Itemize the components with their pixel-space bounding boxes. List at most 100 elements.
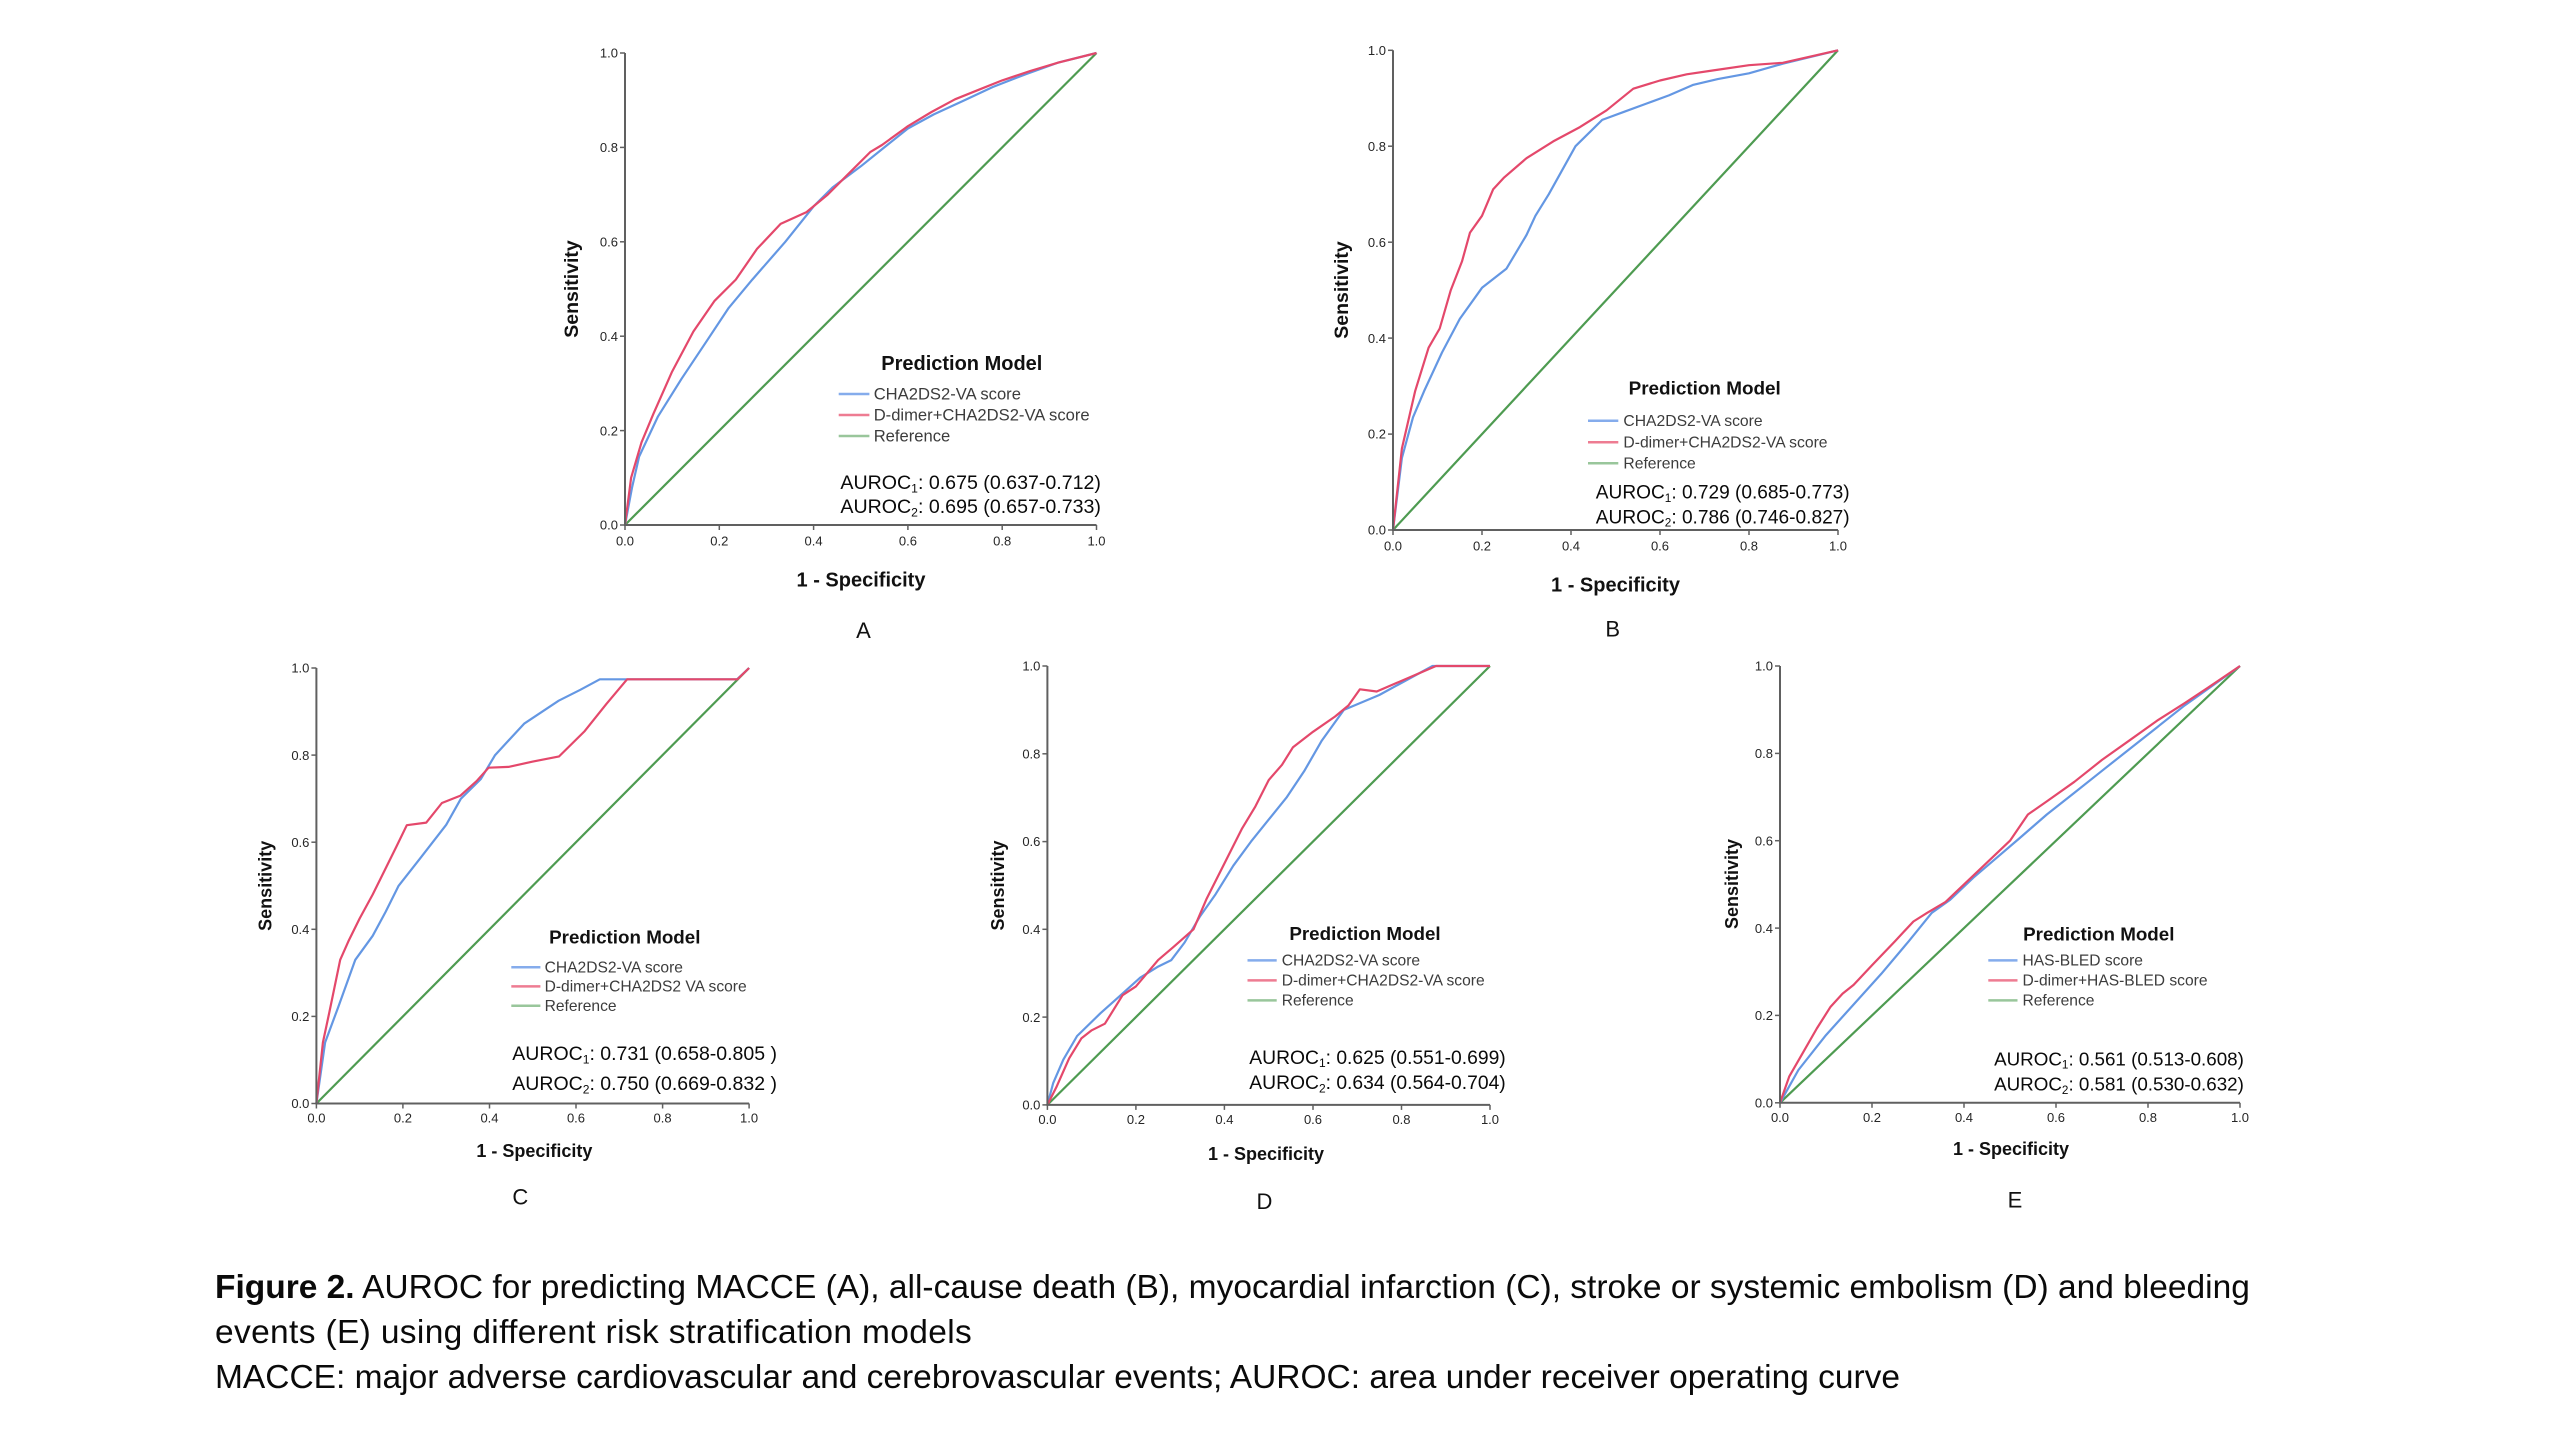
svg-text:D: D [1257,1189,1273,1214]
svg-text:Reference: Reference [2023,993,2095,1010]
svg-text:0.0: 0.0 [600,518,618,533]
svg-text:D-dimer+CHA2DS2-VA score: D-dimer+CHA2DS2-VA score [1623,435,1827,452]
svg-text:0.6: 0.6 [1368,235,1386,250]
svg-text:AUROC2: 0.750 (0.669-0.832 ): AUROC2: 0.750 (0.669-0.832 ) [512,1073,777,1096]
svg-text:AUROC2: 0.634 (0.564-0.704): AUROC2: 0.634 (0.564-0.704) [1249,1073,1505,1095]
svg-text:AUROC1: 0.625 (0.551-0.699): AUROC1: 0.625 (0.551-0.699) [1249,1048,1505,1070]
svg-text:Prediction Model: Prediction Model [1629,379,1781,400]
svg-text:CHA2DS2-VA score: CHA2DS2-VA score [1623,413,1762,430]
svg-text:events (E) using different ris: events (E) using different risk stratifi… [215,1314,972,1351]
svg-text:1.0: 1.0 [1087,534,1105,549]
svg-text:AUROC2: 0.786 (0.746-0.827): AUROC2: 0.786 (0.746-0.827) [1596,507,1850,529]
svg-text:B: B [1605,616,1620,641]
svg-text:CHA2DS2-VA score: CHA2DS2-VA score [545,959,683,976]
svg-text:Figure 2. AUROC for predicting: Figure 2. AUROC for predicting MACCE (A)… [215,1269,2250,1306]
svg-text:0.6: 0.6 [1651,539,1669,554]
svg-text:1.0: 1.0 [2231,1110,2249,1125]
svg-text:0.8: 0.8 [600,140,618,155]
svg-text:0.0: 0.0 [1022,1098,1040,1113]
svg-text:C: C [512,1184,528,1209]
svg-text:Prediction Model: Prediction Model [881,353,1042,375]
svg-text:0.2: 0.2 [1863,1110,1881,1125]
svg-text:D-dimer+CHA2DS2-VA score: D-dimer+CHA2DS2-VA score [1282,973,1485,990]
svg-text:A: A [856,618,871,643]
svg-text:Sensitivity: Sensitivity [561,240,583,338]
svg-text:1 - Specificity: 1 - Specificity [797,570,927,592]
svg-text:0.0: 0.0 [1384,539,1402,554]
svg-text:0.4: 0.4 [480,1111,498,1126]
svg-text:1.0: 1.0 [291,661,309,676]
svg-text:Sensitivity: Sensitivity [1722,839,1742,929]
svg-text:0.4: 0.4 [600,329,618,344]
svg-text:MACCE: major adverse cardiovas: MACCE: major adverse cardiovascular and … [215,1359,1900,1396]
svg-text:1 - Specificity: 1 - Specificity [1551,575,1681,597]
svg-text:0.8: 0.8 [2139,1110,2157,1125]
svg-text:0.2: 0.2 [710,534,728,549]
svg-text:0.4: 0.4 [805,534,823,549]
svg-text:0.2: 0.2 [1127,1112,1145,1127]
svg-text:1 - Specificity: 1 - Specificity [476,1141,592,1161]
svg-text:0.2: 0.2 [1368,427,1386,442]
svg-text:1 - Specificity: 1 - Specificity [1208,1144,1324,1164]
svg-text:Sensitivity: Sensitivity [256,841,276,931]
svg-text:0.6: 0.6 [1022,834,1040,849]
svg-text:0.4: 0.4 [1562,539,1580,554]
svg-text:0.8: 0.8 [1755,746,1773,761]
svg-text:0.6: 0.6 [899,534,917,549]
svg-text:0.6: 0.6 [567,1111,585,1126]
svg-text:0.2: 0.2 [1022,1010,1040,1025]
svg-text:0.0: 0.0 [1038,1112,1056,1127]
svg-text:0.8: 0.8 [1368,139,1386,154]
svg-text:0.8: 0.8 [654,1111,672,1126]
svg-text:0.0: 0.0 [616,534,634,549]
svg-text:Reference: Reference [874,427,951,446]
svg-text:D-dimer+CHA2DS2 VA score: D-dimer+CHA2DS2 VA score [545,979,747,996]
svg-text:1 - Specificity: 1 - Specificity [1953,1139,2069,1159]
svg-text:0.6: 0.6 [1755,833,1773,848]
svg-text:0.4: 0.4 [1215,1112,1233,1127]
svg-text:0.6: 0.6 [600,235,618,250]
svg-text:AUROC1: 0.729 (0.685-0.773): AUROC1: 0.729 (0.685-0.773) [1596,483,1850,505]
svg-text:0.4: 0.4 [1755,921,1773,936]
svg-text:1.0: 1.0 [1368,43,1386,58]
svg-text:AUROC1: 0.675 (0.637-0.712): AUROC1: 0.675 (0.637-0.712) [840,472,1101,495]
svg-text:Prediction Model: Prediction Model [2023,924,2174,945]
svg-text:D-dimer+CHA2DS2-VA score: D-dimer+CHA2DS2-VA score [874,406,1090,425]
svg-text:E: E [2008,1187,2023,1212]
svg-text:0.4: 0.4 [291,922,309,937]
svg-text:0.0: 0.0 [307,1111,325,1126]
svg-text:Sensitivity: Sensitivity [988,840,1008,930]
svg-text:0.0: 0.0 [1368,523,1386,538]
svg-text:1.0: 1.0 [1481,1112,1499,1127]
svg-text:HAS-BLED score: HAS-BLED score [2023,953,2143,970]
svg-text:1.0: 1.0 [1755,659,1773,674]
svg-text:CHA2DS2-VA score: CHA2DS2-VA score [874,385,1021,404]
svg-text:Sensitivity: Sensitivity [1331,241,1353,339]
svg-text:0.4: 0.4 [1955,1110,1973,1125]
svg-text:0.0: 0.0 [1755,1096,1773,1111]
svg-text:AUROC1: 0.561 (0.513-0.608): AUROC1: 0.561 (0.513-0.608) [1994,1048,2244,1071]
svg-text:1.0: 1.0 [1829,539,1847,554]
svg-text:0.4: 0.4 [1368,331,1386,346]
svg-text:0.8: 0.8 [291,748,309,763]
svg-text:D-dimer+HAS-BLED score: D-dimer+HAS-BLED score [2023,973,2208,990]
svg-text:0.2: 0.2 [600,423,618,438]
svg-text:0.8: 0.8 [1392,1112,1410,1127]
svg-text:Reference: Reference [545,998,617,1015]
svg-text:0.8: 0.8 [1022,747,1040,762]
svg-text:0.6: 0.6 [2047,1110,2065,1125]
svg-text:0.8: 0.8 [1740,539,1758,554]
svg-text:0.2: 0.2 [1755,1008,1773,1023]
svg-text:0.0: 0.0 [1771,1110,1789,1125]
svg-text:Prediction Model: Prediction Model [1289,923,1440,944]
svg-text:0.2: 0.2 [1473,539,1491,554]
svg-text:0.6: 0.6 [1304,1112,1322,1127]
svg-text:0.6: 0.6 [291,835,309,850]
svg-text:AUROC2: 0.581 (0.530-0.632): AUROC2: 0.581 (0.530-0.632) [1994,1074,2244,1097]
svg-text:Prediction Model: Prediction Model [549,927,700,948]
svg-text:1.0: 1.0 [740,1111,758,1126]
svg-text:CHA2DS2-VA score: CHA2DS2-VA score [1282,953,1420,970]
svg-text:0.2: 0.2 [394,1111,412,1126]
svg-text:AUROC2: 0.695 (0.657-0.733): AUROC2: 0.695 (0.657-0.733) [840,496,1101,519]
svg-text:1.0: 1.0 [1022,659,1040,674]
